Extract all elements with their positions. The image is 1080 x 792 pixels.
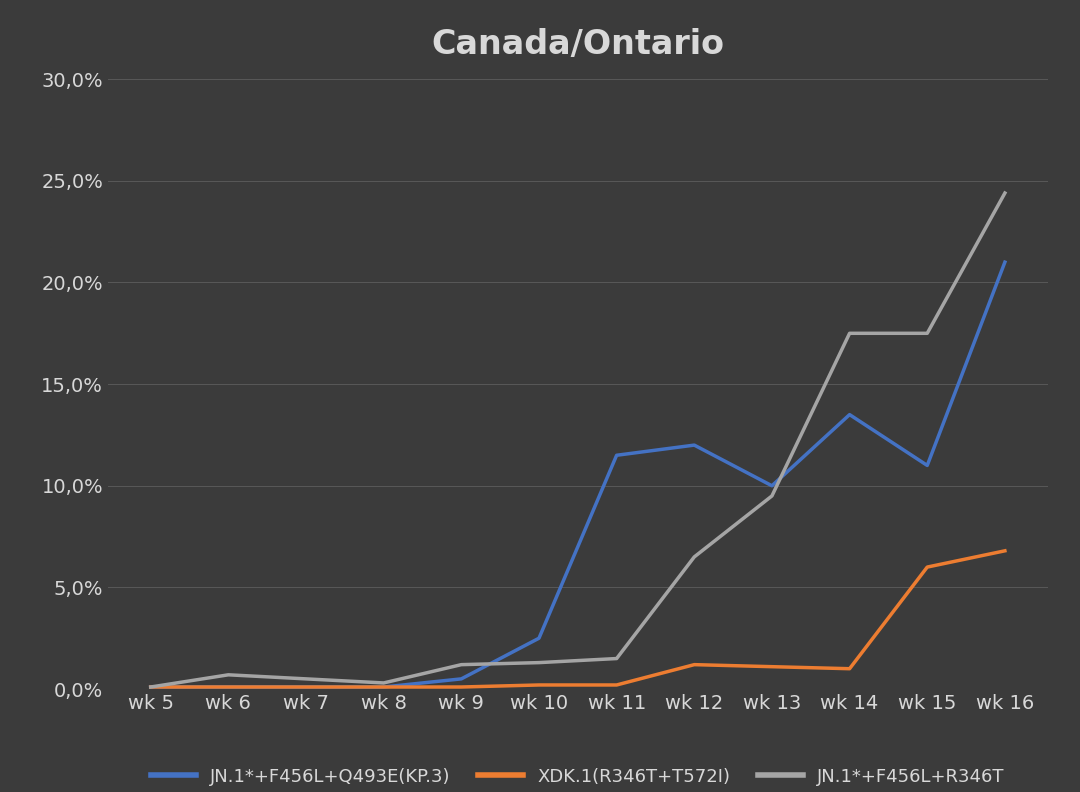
JN.1*+F456L+R346T xyxy=(998,188,1011,198)
Line: XDK.1(R346T+T572I): XDK.1(R346T+T572I) xyxy=(151,550,1004,687)
JN.1*+F456L+Q493E(KP.3) xyxy=(455,674,468,683)
Legend: JN.1*+F456L+Q493E(KP.3), XDK.1(R346T+T572I), JN.1*+F456L+R346T: JN.1*+F456L+Q493E(KP.3), XDK.1(R346T+T57… xyxy=(141,759,1014,792)
JN.1*+F456L+Q493E(KP.3) xyxy=(998,257,1011,267)
XDK.1(R346T+T572I) xyxy=(688,660,701,669)
JN.1*+F456L+Q493E(KP.3) xyxy=(145,682,158,691)
JN.1*+F456L+R346T xyxy=(532,658,545,668)
JN.1*+F456L+Q493E(KP.3) xyxy=(610,451,623,460)
JN.1*+F456L+Q493E(KP.3) xyxy=(221,682,234,691)
JN.1*+F456L+R346T xyxy=(610,654,623,664)
XDK.1(R346T+T572I) xyxy=(843,664,856,673)
XDK.1(R346T+T572I) xyxy=(766,662,779,672)
JN.1*+F456L+Q493E(KP.3) xyxy=(766,481,779,490)
JN.1*+F456L+Q493E(KP.3) xyxy=(299,682,312,691)
XDK.1(R346T+T572I) xyxy=(299,682,312,691)
XDK.1(R346T+T572I) xyxy=(998,546,1011,555)
XDK.1(R346T+T572I) xyxy=(221,682,234,691)
JN.1*+F456L+R346T xyxy=(221,670,234,680)
JN.1*+F456L+Q493E(KP.3) xyxy=(843,409,856,419)
JN.1*+F456L+Q493E(KP.3) xyxy=(532,634,545,643)
JN.1*+F456L+Q493E(KP.3) xyxy=(688,440,701,450)
JN.1*+F456L+R346T xyxy=(688,552,701,562)
XDK.1(R346T+T572I) xyxy=(532,680,545,690)
XDK.1(R346T+T572I) xyxy=(377,682,390,691)
JN.1*+F456L+R346T xyxy=(455,660,468,669)
XDK.1(R346T+T572I) xyxy=(455,682,468,691)
Line: JN.1*+F456L+Q493E(KP.3): JN.1*+F456L+Q493E(KP.3) xyxy=(151,262,1004,687)
XDK.1(R346T+T572I) xyxy=(145,682,158,691)
JN.1*+F456L+Q493E(KP.3) xyxy=(377,682,390,691)
XDK.1(R346T+T572I) xyxy=(610,680,623,690)
JN.1*+F456L+R346T xyxy=(145,682,158,691)
XDK.1(R346T+T572I) xyxy=(921,562,934,572)
JN.1*+F456L+R346T xyxy=(843,329,856,338)
Title: Canada/Ontario: Canada/Ontario xyxy=(431,29,725,61)
JN.1*+F456L+R346T xyxy=(766,491,779,501)
JN.1*+F456L+Q493E(KP.3) xyxy=(921,461,934,470)
JN.1*+F456L+R346T xyxy=(921,329,934,338)
JN.1*+F456L+R346T xyxy=(377,678,390,687)
Line: JN.1*+F456L+R346T: JN.1*+F456L+R346T xyxy=(151,193,1004,687)
JN.1*+F456L+R346T xyxy=(299,674,312,683)
